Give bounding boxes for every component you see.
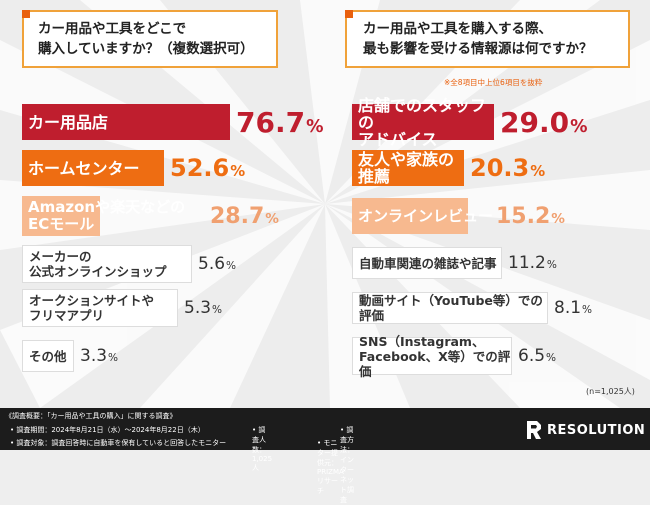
right-bar-label: SNS（Instagram、 Facebook、X等）での評価 (352, 334, 512, 379)
value-number: 76.7 (236, 105, 306, 139)
value-percent: % (570, 116, 588, 137)
corner-accent (345, 10, 353, 18)
left-bar-label: その他 (22, 340, 74, 372)
value-number: 6.5 (518, 346, 546, 366)
left-bar-row: メーカーの 公式オンラインショップ 5.6% (22, 245, 236, 283)
value-number: 5.3 (184, 298, 212, 318)
left-bar-value: 28.7% (210, 204, 279, 229)
resolution-logo: RESOLUTION (525, 420, 645, 440)
right-bar-label: 店舗でのスタッフの アドバイス (352, 97, 494, 148)
right-bar-value: 11.2% (508, 253, 557, 273)
left-bar-label: オークションサイトや フリマアプリ (22, 289, 178, 327)
value-percent: % (230, 162, 246, 180)
left-bar-value: 5.6% (198, 254, 236, 274)
right-bar-value: 29.0% (500, 106, 588, 139)
value-percent: % (582, 304, 593, 316)
value-number: 5.6 (198, 254, 226, 274)
value-percent: % (546, 259, 557, 271)
value-percent: % (212, 304, 223, 316)
value-number: 52.6 (170, 154, 230, 182)
survey-target: • 調査対象：調査回答時に自動車を保有していると回答したモニター (10, 439, 227, 447)
value-percent: % (265, 210, 279, 227)
right-bar-row: 動画サイト（YouTube等）での評価 8.1% (352, 292, 592, 324)
left-bar-row: オークションサイトや フリマアプリ 5.3% (22, 289, 222, 327)
left-bar-value: 52.6% (170, 154, 245, 182)
left-bar-label: Amazonや楽天などの ECモール (22, 196, 185, 236)
value-number: 8.1 (554, 298, 582, 318)
right-bar-value: 15.2% (496, 204, 565, 229)
right-bar-label: 自動車関連の雑誌や記事 (352, 247, 502, 279)
value-number: 20.3 (470, 154, 530, 182)
brand-name: RESOLUTION (547, 422, 646, 438)
right-bar-label: 動画サイト（YouTube等）での評価 (352, 292, 548, 324)
value-number: 3.3 (80, 346, 108, 366)
value-number: 28.7 (210, 203, 265, 229)
right-bar-value: 20.3% (470, 154, 545, 182)
right-question-text: カー用品や工具を購入する際、 最も影響を受ける情報源は何ですか？ (363, 21, 593, 57)
left-bar-label: カー用品店 (22, 104, 230, 140)
survey-line-1: • 調査期間：2024年8月21日（水）〜2024年8月22日（木） • 調査人… (10, 425, 354, 504)
corner-accent (22, 10, 30, 18)
right-bar-row: SNS（Instagram、 Facebook、X等）での評価 6.5% (352, 334, 556, 379)
right-bar-row: オンラインレビュー 15.2% (352, 198, 565, 234)
right-bar-row: 自動車関連の雑誌や記事 11.2% (352, 247, 557, 279)
value-number: 15.2 (496, 203, 551, 229)
left-bar-value: 3.3% (80, 346, 118, 366)
right-bar-label: オンラインレビュー (352, 198, 493, 234)
resolution-r-logo-icon (527, 421, 541, 439)
left-bar-row: その他 3.3% (22, 340, 118, 372)
left-bar-label: ホームセンター (22, 150, 164, 186)
subset-note: ※全8項目中上位6項目を抜粋 (444, 78, 543, 87)
right-bar-value: 8.1% (554, 298, 592, 318)
right-bar-row: 友人や家族の推薦 20.3% (352, 150, 545, 186)
survey-summary: 《調査概要：「カー用品や工具の購入」に関する調査》 (5, 412, 177, 420)
value-percent: % (551, 210, 565, 227)
value-number: 11.2 (508, 253, 546, 273)
survey-provider: • モニター提供元：PRIZMAリサーチ (317, 439, 344, 495)
value-percent: % (530, 162, 546, 180)
value-percent: % (546, 352, 557, 364)
value-percent: % (226, 260, 237, 272)
survey-period: • 調査期間：2024年8月21日（水）〜2024年8月22日（木） (10, 426, 205, 434)
value-percent: % (108, 352, 119, 364)
left-question-box: カー用品や工具をどこで 購入していますか？（複数選択可） (22, 10, 278, 68)
right-bar-value: 6.5% (518, 346, 556, 366)
left-question-text: カー用品や工具をどこで 購入していますか？（複数選択可） (38, 21, 254, 57)
survey-line-2: • 調査対象：調査回答時に自動車を保有していると回答したモニター • モニター提… (10, 438, 344, 495)
survey-footer: 《調査概要：「カー用品や工具の購入」に関する調査》 • 調査期間：2024年8月… (0, 408, 650, 504)
left-bar-row: Amazonや楽天などの ECモール 28.7% (22, 196, 279, 236)
survey-people: • 調査人数：1,025人 (252, 426, 273, 472)
left-bar-value: 76.7% (236, 106, 324, 139)
left-bar-row: ホームセンター 52.6% (22, 150, 245, 186)
left-bar-row: カー用品店 76.7% (22, 104, 324, 140)
value-number: 29.0 (500, 105, 570, 139)
right-question-box: カー用品や工具を購入する際、 最も影響を受ける情報源は何ですか？ (345, 10, 630, 68)
sample-size: (n=1,025人) (586, 387, 635, 396)
right-bar-label: 友人や家族の推薦 (352, 150, 464, 186)
left-bar-label: メーカーの 公式オンラインショップ (22, 245, 192, 283)
left-bar-value: 5.3% (184, 298, 222, 318)
value-percent: % (306, 116, 324, 137)
right-bar-row: 店舗でのスタッフの アドバイス 29.0% (352, 97, 588, 148)
